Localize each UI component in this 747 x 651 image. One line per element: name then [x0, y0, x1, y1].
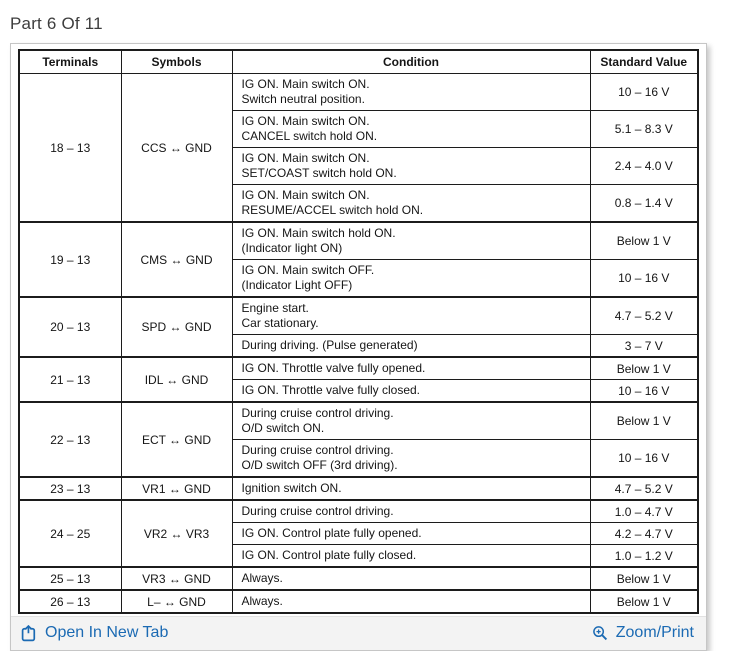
condition-cell: IG ON. Main switch ON. CANCEL switch hold… — [231, 110, 591, 148]
condition-cell: During driving. (Pulse generated) — [231, 334, 591, 358]
condition-cell: Ignition switch ON. — [231, 476, 591, 501]
table-row: 22 – 13 ECT ↔ GND During cruise control dr… — [18, 401, 699, 478]
symbol-cell: ECT ↔ GND — [120, 401, 233, 478]
standard-value-cell: Below 1 V — [589, 221, 699, 260]
zoom-print-link[interactable]: Zoom/Print — [592, 624, 694, 642]
table-row: 21 – 13 IDL ↔ GND IG ON. Throttle valve fu… — [18, 356, 699, 403]
table-row: 18 – 13 CCS ↔ GND IG ON. Main switch ON. Sw… — [18, 73, 699, 223]
standard-value-cell: 10 – 16 V — [589, 439, 699, 478]
terminal-cell: 18 – 13 — [18, 73, 122, 223]
condition-cell: Always. — [231, 589, 591, 614]
document-panel: Terminals Symbols Condition Standard Val… — [10, 43, 707, 651]
condition-cell: During cruise control driving. — [231, 499, 591, 523]
standard-value-cell: 2.4 – 4.0 V — [589, 147, 699, 185]
standard-value-cell: 4.7 – 5.2 V — [589, 296, 699, 335]
symbol-cell: VR2 ↔ VR3 — [120, 499, 233, 568]
terminal-cell: 21 – 13 — [18, 356, 122, 403]
zoom-print-label: Zoom/Print — [615, 624, 694, 641]
standard-value-cell: 4.7 – 5.2 V — [589, 476, 699, 501]
table-row: 19 – 13 CMS ↔ GND IG ON. Main switch hold … — [18, 221, 699, 298]
condition-cell: IG ON. Main switch ON. Switch neutral pos… — [231, 73, 591, 111]
symbol-cell: IDL ↔ GND — [120, 356, 233, 403]
condition-cell: IG ON. Main switch hold ON. (Indicator li… — [231, 221, 591, 260]
terminal-cell: 25 – 13 — [18, 566, 122, 591]
standard-value-cell: 1.0 – 1.2 V — [589, 544, 699, 568]
symbol-cell: VR3 ↔ GND — [120, 566, 233, 591]
open-in-new-tab-label: Open In New Tab — [45, 624, 169, 641]
condition-cell: IG ON. Throttle valve fully opened. — [231, 356, 591, 380]
table-row: IG ON. Main switch ON. RESUME/ACCEL switc… — [19, 184, 699, 223]
terminal-spec-table: Terminals Symbols Condition Standard Val… — [18, 49, 699, 614]
standard-value-cell: Below 1 V — [589, 401, 699, 440]
standard-value-cell: Below 1 V — [589, 566, 699, 591]
symbol-cell: CMS ↔ GND — [120, 221, 233, 298]
table-row: 23 – 13 VR1 ↔ GND Ignition switch ON. 4.7 –… — [18, 476, 699, 501]
condition-cell: IG ON. Control plate fully opened. — [231, 522, 591, 545]
terminal-cell: 20 – 13 — [18, 296, 122, 358]
standard-value-cell: 0.8 – 1.4 V — [589, 184, 699, 223]
condition-cell: IG ON. Main switch ON. SET/COAST switch h… — [231, 147, 591, 185]
page-title: Part 6 Of 11 — [10, 14, 103, 33]
table-area: Terminals Symbols Condition Standard Val… — [11, 44, 706, 616]
standard-value-cell: 10 – 16 V — [589, 259, 699, 298]
open-in-new-tab-link[interactable]: Open In New Tab — [21, 624, 168, 642]
table-header-row: Terminals Symbols Condition Standard Val… — [18, 49, 699, 74]
column-header-condition: Condition — [231, 49, 591, 74]
table-row: IG ON. Main switch OFF. (Indicator Light … — [19, 259, 699, 298]
standard-value-cell: Below 1 V — [589, 589, 699, 614]
standard-value-cell: Below 1 V — [589, 356, 699, 380]
table-row: During cruise control driving. O/D switch… — [19, 439, 699, 478]
standard-value-cell: 10 – 16 V — [589, 379, 699, 403]
terminal-cell: 22 – 13 — [18, 401, 122, 478]
column-header-standard-value: Standard Value — [589, 49, 699, 74]
table-row: IG ON. Control plate fully closed. 1.0 – … — [19, 544, 699, 568]
condition-cell: IG ON. Main switch OFF. (Indicator Light … — [231, 259, 591, 298]
terminal-cell: 26 – 13 — [18, 589, 122, 614]
table-row: 25 – 13 VR3 ↔ GND Always. Below 1 V — [18, 566, 699, 591]
table-row: 26 – 13 L– ↔ GND Always. Below 1 V — [18, 589, 699, 614]
standard-value-cell: 3 – 7 V — [589, 334, 699, 358]
table-row: 24 – 25 VR2 ↔ VR3 During cruise control dr… — [18, 499, 699, 568]
condition-cell: IG ON. Throttle valve fully closed. — [231, 379, 591, 403]
symbol-cell: SPD ↔ GND — [120, 296, 233, 358]
standard-value-cell: 1.0 – 4.7 V — [589, 499, 699, 523]
standard-value-cell: 4.2 – 4.7 V — [589, 522, 699, 545]
standard-value-cell: 10 – 16 V — [589, 73, 699, 111]
table-row: IG ON. Main switch ON. SET/COAST switch h… — [19, 147, 699, 185]
symbol-cell: L– ↔ GND — [120, 589, 233, 614]
terminal-cell: 23 – 13 — [18, 476, 122, 501]
terminal-table-body: 18 – 13 CCS ↔ GND IG ON. Main switch ON. Sw… — [18, 73, 699, 614]
magnifier-plus-icon — [592, 625, 609, 642]
box-arrow-up-icon — [21, 624, 38, 642]
condition-cell: Engine start. Car stationary. — [231, 296, 591, 335]
table-row: IG ON. Control plate fully opened. 4.2 – … — [19, 522, 699, 545]
condition-cell: During cruise control driving. O/D switch… — [231, 439, 591, 478]
symbol-cell: CCS ↔ GND — [120, 73, 233, 223]
condition-cell: Always. — [231, 566, 591, 591]
condition-cell: During cruise control driving. O/D switch… — [231, 401, 591, 440]
symbol-cell: VR1 ↔ GND — [120, 476, 233, 501]
table-row: 20 – 13 SPD ↔ GND Engine start. Car station… — [18, 296, 699, 358]
standard-value-cell: 5.1 – 8.3 V — [589, 110, 699, 148]
column-header-symbols: Symbols — [120, 49, 233, 74]
terminal-cell: 24 – 25 — [18, 499, 122, 568]
viewer-footer: Open In New Tab Zoom/Print — [11, 616, 706, 650]
table-row: IG ON. Main switch ON. CANCEL switch hold… — [19, 110, 699, 148]
condition-cell: IG ON. Control plate fully closed. — [231, 544, 591, 568]
condition-cell: IG ON. Main switch ON. RESUME/ACCEL switc… — [231, 184, 591, 223]
column-header-terminals: Terminals — [18, 49, 122, 74]
terminal-cell: 19 – 13 — [18, 221, 122, 298]
